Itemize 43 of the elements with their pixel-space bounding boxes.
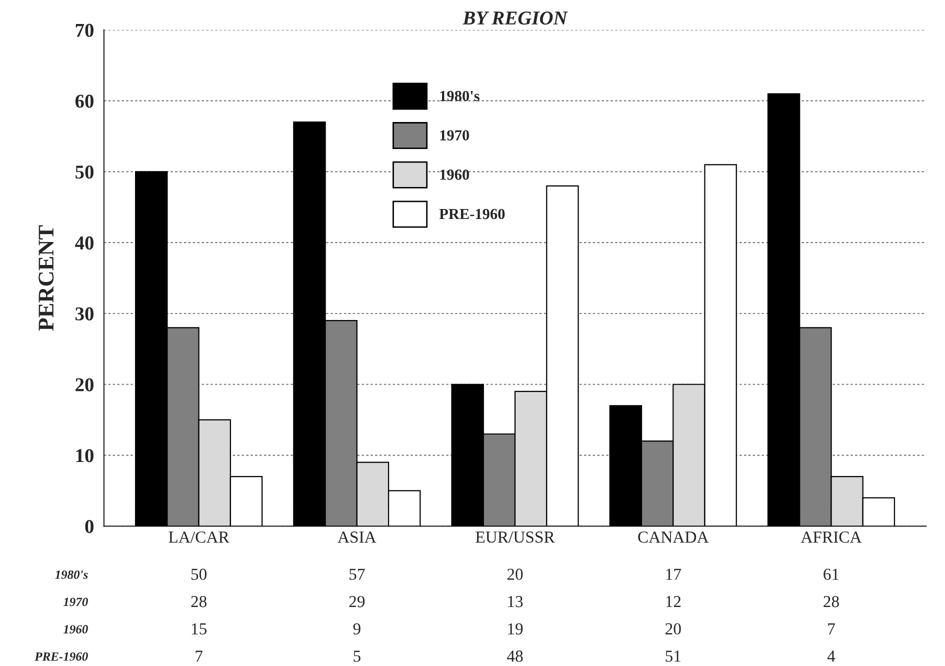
data-label: 57 <box>350 568 365 580</box>
y-tick-label: 40 <box>75 236 94 250</box>
y-tick-label: 60 <box>75 94 94 108</box>
legend-label: PRE-1960 <box>439 208 505 220</box>
data-label: 28 <box>824 596 839 608</box>
data-label: 29 <box>349 596 365 608</box>
x-tick-label: AFRICA <box>800 532 862 543</box>
legend-label: 1960 <box>440 170 470 180</box>
data-label: 7 <box>196 650 202 662</box>
text: 1970 <box>63 598 88 606</box>
y-tick-label: 30 <box>76 307 94 320</box>
data-label: 5 <box>354 650 360 662</box>
data-label: 61 <box>824 568 839 580</box>
data-label: 15 <box>192 623 206 635</box>
data-label: 12 <box>666 596 681 608</box>
text: 1980's <box>55 570 88 579</box>
data-label: 50 <box>191 568 207 580</box>
data-label: 48 <box>507 650 523 662</box>
legend-label: 1970 <box>440 130 470 140</box>
y-tick-label: 10 <box>76 449 94 462</box>
data-label: 20 <box>666 623 681 635</box>
legend-label: 1980's <box>440 90 480 102</box>
x-tick-label: EUR/USSR <box>476 532 555 543</box>
y-axis-title: PERCENT <box>38 225 54 331</box>
data-label: 19 <box>508 623 523 635</box>
data-label: 20 <box>507 568 523 580</box>
y-tick-label: 20 <box>76 378 94 392</box>
y-tick-label: 50 <box>76 166 94 179</box>
data-label: 7 <box>828 623 835 634</box>
text: PRE-1960 <box>34 652 88 661</box>
data-label: 51 <box>666 650 680 662</box>
data-label: 17 <box>666 568 681 580</box>
data-label: 9 <box>353 623 360 635</box>
text: 1960 <box>63 625 88 634</box>
x-tick-label: ASIA <box>338 532 376 543</box>
data-label: 4 <box>827 650 836 662</box>
x-tick-label: LA/CAR <box>168 532 230 543</box>
x-tick-label: CANADA <box>638 532 709 543</box>
y-tick-label: 70 <box>76 24 94 37</box>
chart-title: BY REGION <box>462 12 568 25</box>
y-tick-label: 0 <box>85 520 94 534</box>
data-label: 13 <box>508 596 523 608</box>
data-label: 28 <box>191 596 207 608</box>
